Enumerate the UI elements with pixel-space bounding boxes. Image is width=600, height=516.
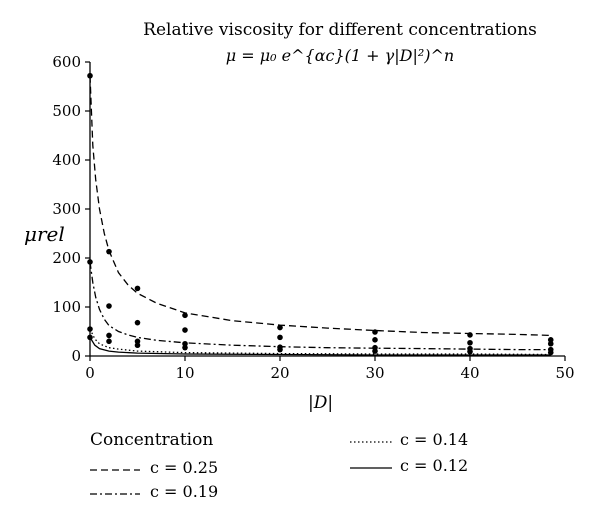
data-point xyxy=(134,319,141,326)
data-point xyxy=(467,332,473,338)
data-point xyxy=(134,338,141,345)
data-point xyxy=(182,340,188,347)
data-point xyxy=(547,337,554,343)
y-tick-label: 500 xyxy=(52,102,81,120)
chart-subtitle: μ = μ₀ e^{αc}(1 + γ|D|²)^n xyxy=(225,46,455,65)
data-point xyxy=(467,348,473,355)
data-point xyxy=(106,332,112,339)
x-tick-label: 0 xyxy=(85,364,95,382)
x-tick-label: 20 xyxy=(270,364,289,382)
data-point xyxy=(277,334,283,341)
data-point xyxy=(182,312,188,319)
data-point xyxy=(547,340,554,347)
legend-title: Concentration xyxy=(90,430,214,450)
data-point xyxy=(372,329,378,335)
data-point xyxy=(372,337,378,343)
data-point xyxy=(372,348,378,354)
data-point xyxy=(277,324,283,331)
data-point xyxy=(134,342,141,349)
data-point xyxy=(106,303,112,309)
legend-label-c025: c = 0.25 xyxy=(150,458,219,477)
data-point xyxy=(467,339,473,346)
x-tick-label: 50 xyxy=(555,364,574,382)
data-point xyxy=(87,326,93,332)
legend-label-c014: c = 0.14 xyxy=(400,430,469,449)
x-tick-label: 30 xyxy=(365,364,384,382)
legend-label-c019: c = 0.19 xyxy=(150,482,219,501)
data-point xyxy=(87,72,93,79)
data-point xyxy=(182,344,188,351)
data-point xyxy=(182,327,188,333)
y-tick-label: 300 xyxy=(52,200,81,218)
data-point xyxy=(134,285,141,292)
y-tick-label: 600 xyxy=(52,53,81,71)
series-line-0 xyxy=(89,75,551,337)
series-line-1 xyxy=(89,261,551,351)
legend-label-c012: c = 0.12 xyxy=(400,456,469,475)
x-axis-label: |D| xyxy=(308,393,334,413)
y-tick-label: 0 xyxy=(71,347,81,365)
y-tick-label: 400 xyxy=(52,151,81,169)
y-axis-label: μrel xyxy=(24,222,65,246)
data-point xyxy=(87,334,93,341)
data-point xyxy=(106,248,112,255)
data-point xyxy=(547,349,554,356)
series-line-2 xyxy=(89,328,551,356)
x-tick-label: 40 xyxy=(460,364,479,382)
y-tick-label: 200 xyxy=(52,249,81,267)
data-point xyxy=(277,346,283,353)
chart-title: Relative viscosity for different concent… xyxy=(143,20,537,40)
data-point xyxy=(87,259,93,265)
y-tick-label: 100 xyxy=(52,298,81,316)
data-point xyxy=(106,338,112,345)
series-line-3 xyxy=(89,337,551,356)
x-tick-label: 10 xyxy=(175,364,194,382)
